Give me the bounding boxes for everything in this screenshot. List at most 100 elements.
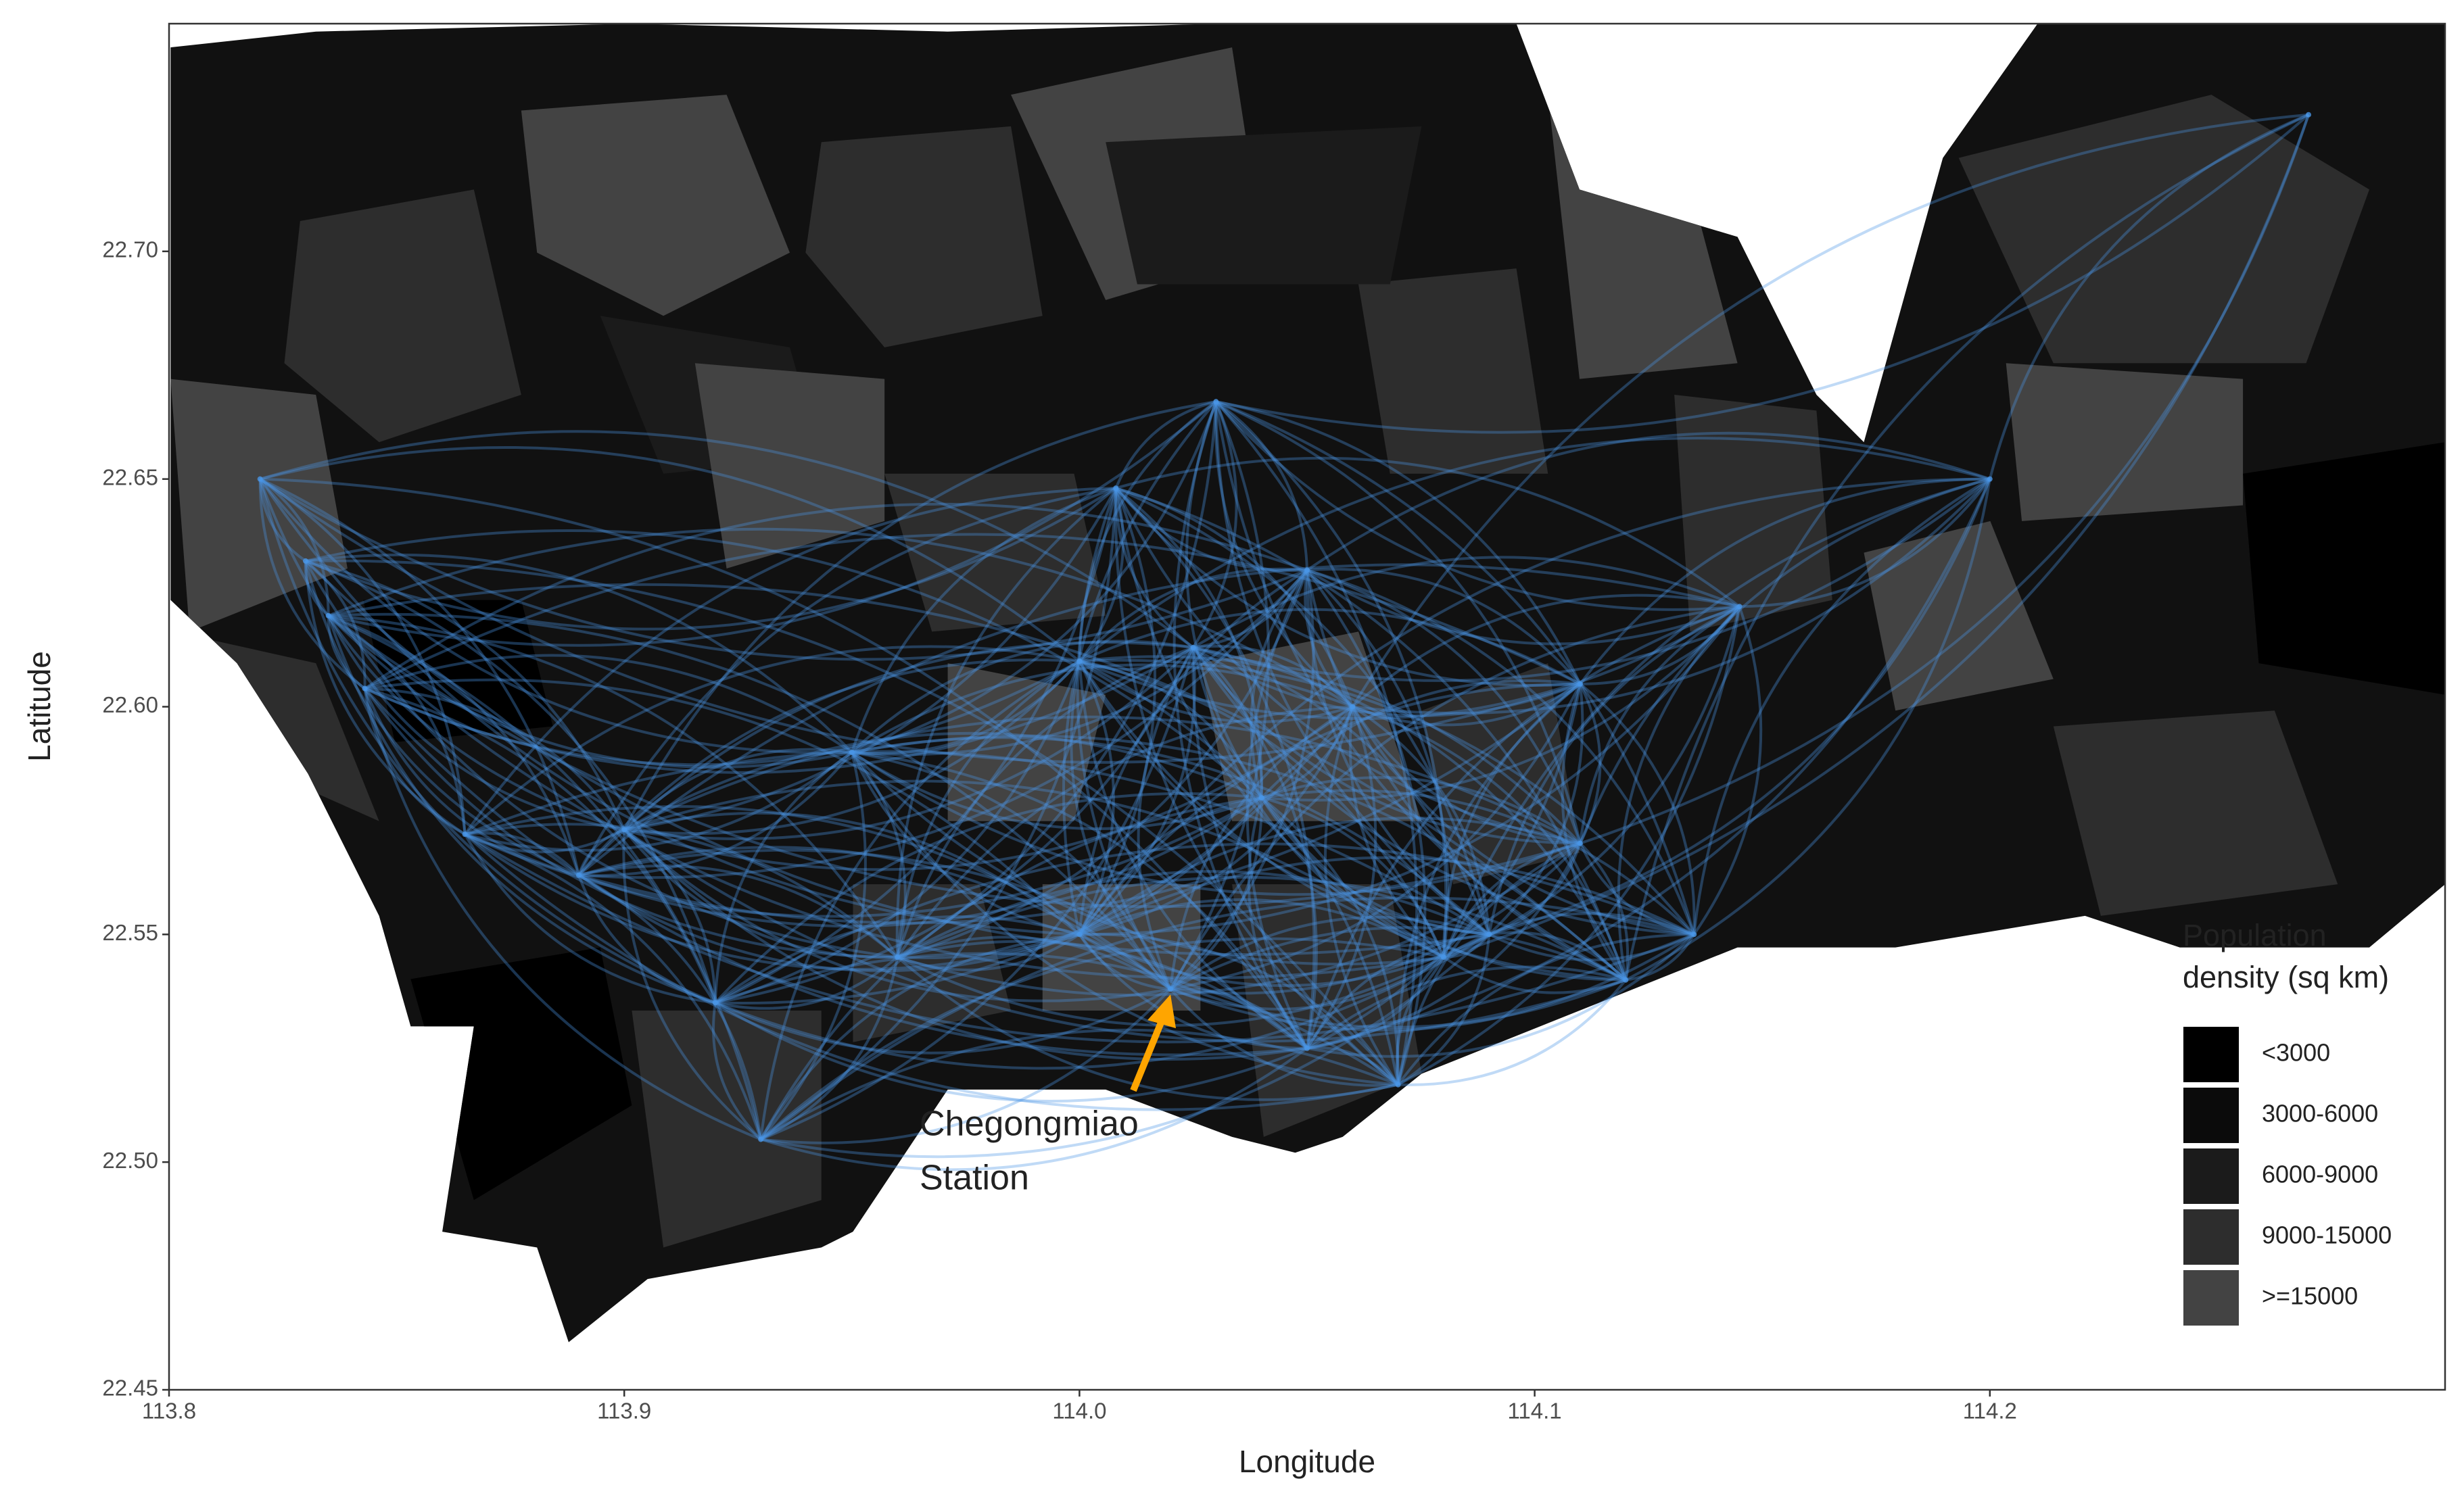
flow-arc bbox=[1352, 478, 1991, 715]
flow-arc bbox=[1079, 933, 1490, 988]
flow-arc bbox=[623, 660, 1081, 835]
flow-arc bbox=[328, 614, 899, 959]
flow-arc bbox=[623, 811, 1081, 936]
flow-arc bbox=[259, 477, 1308, 661]
flow-arc bbox=[1079, 655, 1582, 844]
flow-arc bbox=[1578, 605, 1740, 844]
flow-arc bbox=[1214, 400, 1419, 1086]
flow-arc bbox=[259, 478, 330, 616]
flow-arc bbox=[258, 479, 366, 690]
flow-arc bbox=[305, 553, 853, 754]
flow-arc bbox=[577, 875, 716, 1004]
station bbox=[849, 749, 855, 755]
flow-arc bbox=[1351, 706, 1581, 845]
flow-arc bbox=[1070, 660, 1172, 990]
legend-key bbox=[2182, 1025, 2240, 1084]
flow-arc bbox=[1396, 683, 1582, 1085]
flow-arc bbox=[259, 477, 467, 835]
station bbox=[1190, 644, 1196, 650]
annotation-arrowhead bbox=[1147, 994, 1177, 1029]
flow-arc bbox=[1488, 931, 1627, 982]
flow-arc bbox=[1306, 683, 1582, 1050]
flow-arc bbox=[1079, 817, 1581, 936]
flow-arc bbox=[1306, 1046, 1400, 1086]
flow-arc bbox=[364, 646, 1194, 774]
y-tick-label: 22.65 bbox=[102, 464, 158, 489]
flow-arc bbox=[1078, 487, 1124, 662]
station bbox=[758, 1136, 764, 1142]
flow-arc bbox=[464, 828, 625, 854]
station bbox=[1987, 476, 1993, 482]
station bbox=[302, 558, 308, 564]
flow-arc bbox=[897, 940, 1308, 1050]
flow-arc bbox=[851, 401, 1218, 754]
flow-arc bbox=[464, 833, 1399, 1111]
flow-arc bbox=[1078, 567, 1308, 662]
flow-arc bbox=[760, 933, 1490, 1159]
flow-arc bbox=[1192, 556, 1740, 649]
flow-arc bbox=[1170, 842, 1582, 995]
flow-arc bbox=[1247, 797, 1308, 1049]
flow-arc bbox=[1348, 706, 1445, 959]
flow-arc bbox=[1215, 400, 1582, 844]
station bbox=[257, 476, 263, 482]
y-axis-label: Latitude bbox=[22, 651, 57, 762]
flow-arc bbox=[1306, 605, 1740, 1049]
flow-arc bbox=[1306, 965, 1626, 1050]
flow-arc bbox=[714, 1001, 1308, 1103]
flow-arc bbox=[1215, 400, 1448, 958]
flow-arc bbox=[304, 560, 1490, 956]
flow-arc bbox=[1324, 706, 1400, 1086]
flow-arc bbox=[715, 952, 1399, 1086]
flow-arc bbox=[851, 660, 1081, 755]
flow-arc bbox=[1442, 683, 1582, 958]
flow-arc bbox=[714, 842, 1695, 1004]
flow-arc bbox=[1114, 487, 1581, 845]
station bbox=[621, 827, 627, 833]
flow-arc bbox=[623, 487, 1118, 831]
flow-arc bbox=[1306, 431, 1991, 572]
flow-arc bbox=[1352, 705, 1491, 935]
flow-arc bbox=[364, 687, 625, 831]
flow-arc bbox=[1397, 933, 1695, 1086]
flow-arc bbox=[464, 833, 1695, 1044]
flow-arc bbox=[1306, 569, 1427, 1086]
station bbox=[1395, 1082, 1401, 1088]
flow-arc bbox=[1215, 114, 2310, 434]
flow-arc bbox=[1115, 487, 1491, 935]
station bbox=[712, 1000, 718, 1006]
flow-arc bbox=[1692, 606, 1763, 936]
flow-arc bbox=[327, 614, 467, 835]
flow-arc bbox=[258, 479, 307, 562]
x-tick-label: 114.0 bbox=[1052, 1399, 1106, 1424]
flow-arc bbox=[1169, 798, 1263, 990]
flow-arc bbox=[259, 478, 1581, 764]
flow-arc bbox=[327, 614, 763, 1140]
flow-arc bbox=[623, 646, 1195, 840]
flow-arc bbox=[1170, 956, 1445, 1011]
flow-arc bbox=[1580, 606, 1741, 685]
station bbox=[1577, 840, 1583, 846]
flow-arc bbox=[1214, 401, 1627, 982]
flow-arc bbox=[363, 688, 466, 835]
flow-arc bbox=[714, 487, 1118, 1004]
flow-arc bbox=[1260, 797, 1626, 982]
flow-arc bbox=[623, 829, 898, 959]
flow-arc bbox=[897, 870, 1490, 959]
flow-arc bbox=[327, 614, 853, 769]
flow-arc bbox=[1114, 400, 1216, 489]
flow-arc bbox=[1079, 856, 1695, 936]
x-tick-label: 113.8 bbox=[142, 1399, 196, 1424]
station bbox=[1691, 931, 1697, 938]
flow-arc bbox=[464, 750, 1490, 936]
flow-arc bbox=[1306, 933, 1490, 1049]
flow-arc bbox=[1079, 660, 1353, 723]
flow-arc bbox=[1306, 842, 1582, 1050]
flow-arc bbox=[577, 828, 625, 876]
flow-arc bbox=[715, 647, 1195, 1004]
flow-arc bbox=[1442, 842, 1581, 958]
flow-arc bbox=[714, 792, 1262, 1004]
flow-arc bbox=[851, 734, 1627, 982]
flow-arc bbox=[851, 751, 907, 958]
flow-arc bbox=[328, 612, 1172, 990]
